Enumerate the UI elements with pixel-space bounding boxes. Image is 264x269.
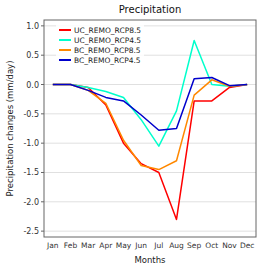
series-line <box>53 41 247 147</box>
tick-label: -2.0 <box>23 198 39 207</box>
grid-line <box>44 172 256 173</box>
tick-label: Jan <box>46 241 59 250</box>
series-group <box>53 41 247 220</box>
grid-line <box>44 201 256 202</box>
tick-label: 0.0 <box>26 81 39 90</box>
title: Precipitation <box>119 4 182 15</box>
series-line <box>53 80 247 170</box>
tick-label: Nov <box>222 241 237 250</box>
tick-label: Mar <box>81 241 96 250</box>
tick-label: Jul <box>153 241 163 250</box>
series-line <box>53 77 247 130</box>
tick-label: -2.5 <box>23 227 39 236</box>
legend-swatch <box>59 39 71 41</box>
tick-label: May <box>116 241 132 250</box>
grid-line <box>44 113 256 114</box>
legend-swatch <box>59 49 71 51</box>
tick-label: Oct <box>205 241 218 250</box>
tick-label: -1.0 <box>23 139 39 148</box>
legend-swatch <box>59 29 71 31</box>
tick-label: -0.5 <box>23 110 39 119</box>
legend-label: BC_REMO_RCP8.5 <box>74 46 141 55</box>
tick-label: -1.5 <box>23 168 39 177</box>
legend-box <box>56 23 144 67</box>
grid-line <box>44 231 256 232</box>
tick-label: Dec <box>240 241 255 250</box>
tick-label: Jun <box>134 241 147 250</box>
plot-area <box>44 20 256 237</box>
axis-frame <box>44 20 256 237</box>
tick-label: Feb <box>64 241 78 250</box>
x-axis-label: Months <box>134 255 166 265</box>
y-axis-label: Precipitation changes (mm/day) <box>5 61 15 197</box>
series-line <box>53 85 247 220</box>
tick-label: Sep <box>187 241 201 250</box>
legend: UC_REMO_RCP8.5UC_REMO_RCP4.5BC_REMO_RCP8… <box>56 23 144 67</box>
grid-line <box>44 143 256 144</box>
tick-label: Apr <box>99 241 113 250</box>
legend-label: UC_REMO_RCP8.5 <box>74 26 141 35</box>
legend-label: BC_REMO_RCP4.5 <box>74 56 141 65</box>
chart: -2.5 -2.0 -1.5 -1.0 -0.5 0.0 0.5 1.0 Jan FebMarAp… <box>0 0 264 269</box>
tick-label: Aug <box>169 241 184 250</box>
legend-label: UC_REMO_RCP4.5 <box>74 36 141 45</box>
tick-label: 1.0 <box>26 22 39 31</box>
legend-swatch <box>59 59 71 61</box>
tick-label: 0.5 <box>26 51 39 60</box>
